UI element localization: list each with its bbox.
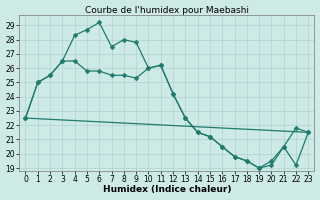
Title: Courbe de l'humidex pour Maebashi: Courbe de l'humidex pour Maebashi bbox=[85, 6, 249, 15]
X-axis label: Humidex (Indice chaleur): Humidex (Indice chaleur) bbox=[103, 185, 231, 194]
